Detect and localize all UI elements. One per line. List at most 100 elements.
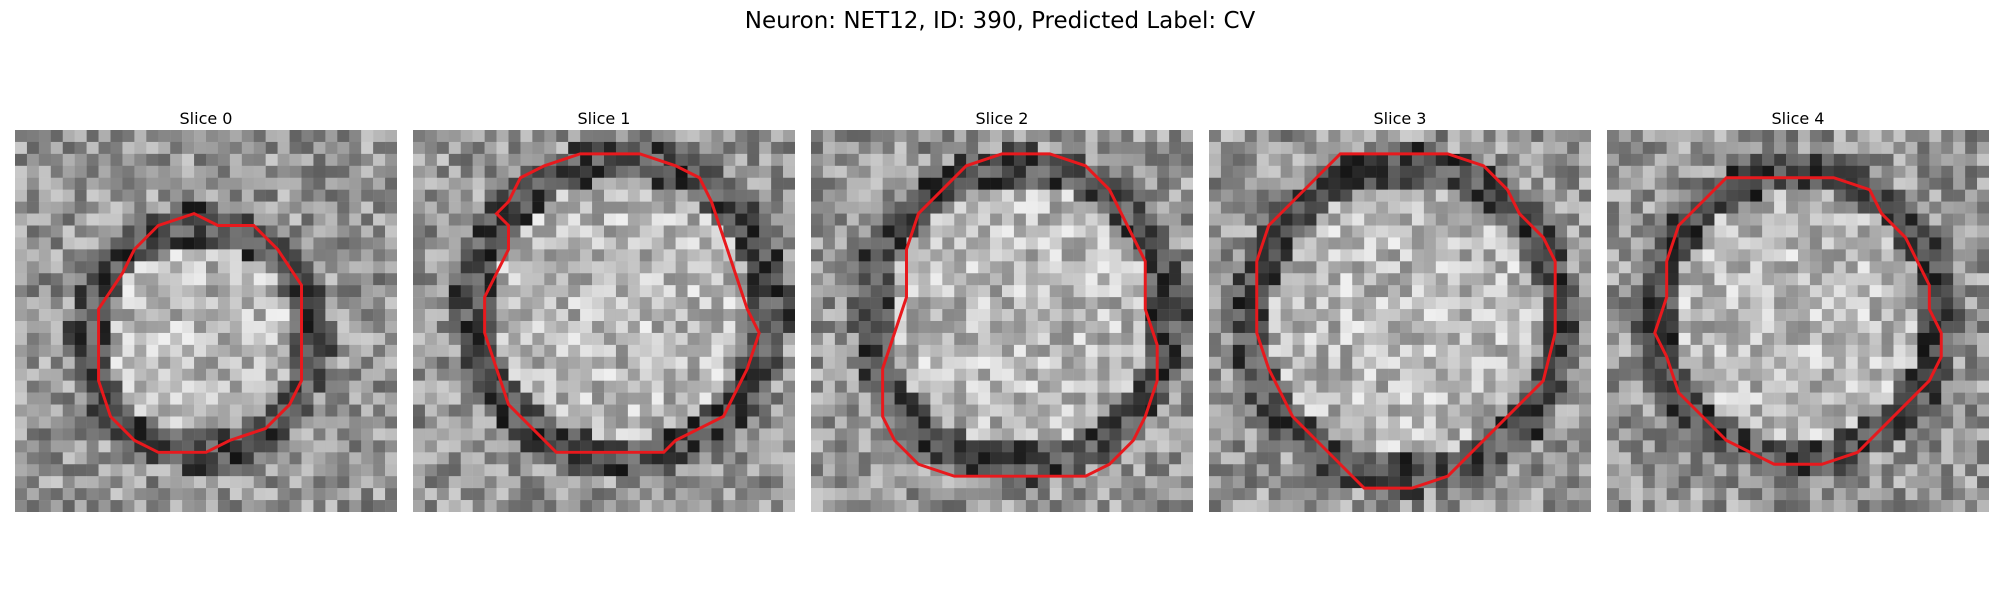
image-pixel (194, 344, 207, 358)
image-pixel (15, 213, 28, 226)
image-pixel (182, 380, 195, 393)
image-pixel (663, 416, 676, 429)
image-pixel (1268, 440, 1281, 453)
image-pixel (978, 368, 991, 381)
image-pixel (811, 488, 824, 501)
image-pixel (520, 201, 533, 214)
image-pixel (134, 488, 147, 501)
image-pixel (1666, 332, 1679, 346)
image-pixel (373, 249, 386, 262)
image-pixel (86, 356, 99, 369)
image-pixel (1447, 261, 1460, 274)
image-pixel (206, 141, 219, 155)
image-pixel (1268, 189, 1281, 202)
image-pixel (1579, 249, 1591, 262)
image-pixel (1209, 321, 1222, 334)
image-pixel (1977, 213, 1989, 226)
image-pixel (1145, 225, 1158, 238)
image-pixel (1905, 368, 1918, 381)
image-pixel (1630, 285, 1644, 298)
figure-title: Neuron: NET12, ID: 390, Predicted Label:… (744, 8, 1256, 34)
image-pixel (1376, 488, 1389, 501)
image-pixel (1630, 452, 1644, 465)
image-pixel (1833, 392, 1846, 405)
image-pixel (373, 189, 386, 202)
image-pixel (1774, 273, 1787, 286)
image-pixel (954, 380, 967, 393)
image-pixel (1133, 321, 1146, 334)
image-pixel (1364, 130, 1377, 143)
image-pixel (1579, 416, 1591, 429)
image-pixel (1977, 141, 1989, 155)
image-pixel (1220, 285, 1234, 298)
image-pixel (50, 488, 63, 501)
image-pixel (556, 488, 569, 501)
image-pixel (484, 141, 497, 155)
image-pixel (870, 356, 883, 369)
image-pixel (26, 368, 40, 381)
image-pixel (966, 500, 979, 512)
image-pixel (711, 380, 724, 393)
image-pixel (1917, 225, 1930, 238)
image-pixel (373, 344, 386, 358)
image-pixel (954, 500, 967, 512)
image-pixel (110, 321, 123, 334)
image-pixel (990, 261, 1003, 274)
image-pixel (858, 153, 871, 167)
image-pixel (1618, 130, 1632, 143)
image-pixel (906, 404, 919, 417)
image-pixel (1567, 356, 1580, 369)
image-pixel (1531, 464, 1544, 477)
image-pixel (424, 273, 438, 286)
image-pixel (508, 500, 521, 512)
image-pixel (182, 201, 195, 214)
image-pixel (361, 452, 374, 465)
image-pixel (508, 273, 521, 286)
image-pixel (15, 309, 28, 322)
image-pixel (1025, 440, 1039, 453)
image-pixel (1654, 380, 1667, 393)
image-pixel (532, 309, 545, 322)
image-pixel (1073, 332, 1086, 346)
image-pixel (122, 416, 135, 429)
image-pixel (1340, 356, 1353, 369)
image-pixel (544, 213, 557, 226)
image-pixel (747, 130, 760, 143)
image-pixel (822, 189, 836, 202)
image-pixel (1543, 500, 1556, 512)
image-pixel (954, 428, 967, 441)
image-pixel (615, 380, 629, 393)
image-pixel (1232, 500, 1246, 512)
image-pixel (373, 273, 386, 286)
image-pixel (942, 130, 955, 143)
image-pixel (723, 356, 736, 369)
image-pixel (1798, 428, 1811, 441)
image-pixel (1738, 392, 1751, 405)
image-pixel (1400, 261, 1413, 274)
image-pixel (1869, 440, 1882, 453)
image-pixel (1304, 488, 1317, 501)
image-pixel (1738, 321, 1751, 334)
image-pixel (325, 165, 338, 178)
image-pixel (1209, 177, 1222, 190)
image-pixel (50, 356, 63, 369)
image-pixel (472, 189, 485, 202)
image-pixel (1630, 428, 1644, 441)
image-pixel (1061, 428, 1074, 441)
image-pixel (217, 297, 231, 310)
image-pixel (1483, 141, 1496, 155)
image-pixel (277, 165, 290, 178)
image-pixel (651, 273, 664, 286)
image-pixel (472, 452, 485, 465)
image-pixel (337, 153, 350, 167)
image-pixel (675, 392, 688, 405)
image-pixel (1013, 344, 1027, 358)
image-pixel (1941, 213, 1954, 226)
image-pixel (1654, 213, 1667, 226)
image-pixel (1292, 285, 1305, 298)
image-pixel (990, 500, 1003, 512)
image-pixel (413, 309, 426, 322)
image-pixel (1292, 440, 1305, 453)
image-pixel (1654, 177, 1667, 190)
image-pixel (675, 416, 688, 429)
